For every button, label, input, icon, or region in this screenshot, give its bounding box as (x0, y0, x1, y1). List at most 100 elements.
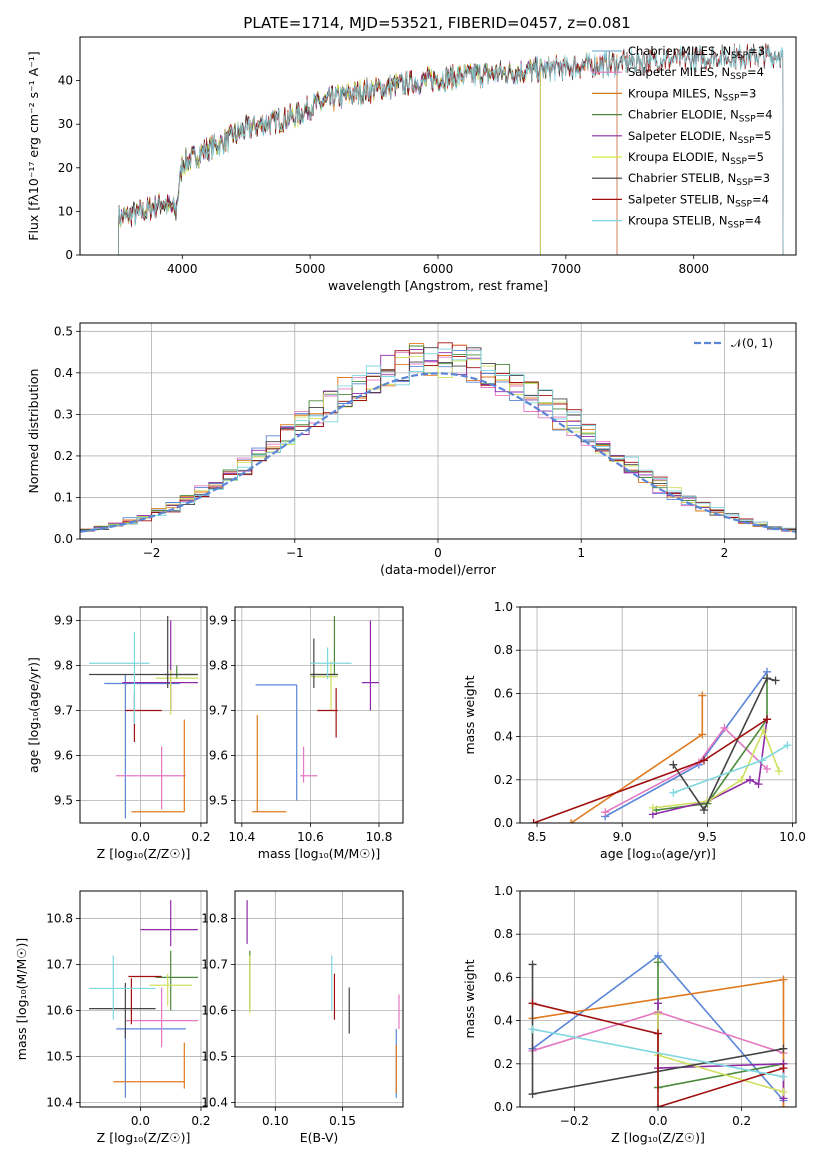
massweight-vs-age-marker (720, 723, 729, 732)
legend-label: Chabrier STELIB, N (628, 171, 736, 185)
mass-vs-EBV-panel: 0.10 0.15 10.4 10.5 10.6 10.7 10.8 E(B-V) (201, 890, 404, 1145)
mass-vs-EBV-plot-area (246, 900, 400, 1098)
age-vs-Z-point-0 (104, 674, 180, 819)
legend-label: Salpeter STELIB, N (628, 192, 735, 206)
mass-vs-Z-xlabel: Z [log₁₀(Z/Z☉)] (97, 1130, 191, 1145)
mass-vs-EBV-xtick-label: 0.10 (262, 1114, 289, 1128)
residuals-xtick-label: 0 (434, 546, 442, 560)
mass-vs-Z-point-1 (125, 987, 198, 1048)
residuals-plot-area (80, 342, 796, 539)
legend-label: Kroupa STELIB, N (628, 214, 728, 228)
massweight-vs-age-marker (763, 765, 772, 773)
residuals-ylabel: Normed distribution (26, 369, 41, 494)
legend-suffix: =4 (747, 65, 764, 79)
age-vs-Z-point-5 (155, 670, 198, 715)
age-vs-Z-point-7 (125, 692, 162, 742)
spectrum-xlabel: wavelength [Angstrom, rest frame] (328, 278, 548, 293)
age-vs-mass-point-1 (300, 746, 318, 783)
massweight-vs-Z-xtick-label: −0.2 (560, 1114, 589, 1128)
massweight-vs-Z-marker (654, 1010, 662, 1019)
massweight-vs-Z-marker (654, 1029, 662, 1038)
massweight-vs-Z-ytick-label: 0.8 (494, 927, 513, 941)
figure-title: PLATE=1714, MJD=53521, FIBERID=0457, z=0… (243, 14, 630, 32)
mass-vs-Z-point-4 (140, 900, 198, 947)
mass-vs-Z-point-6 (89, 982, 156, 1039)
legend-label: Chabrier MILES, N (628, 44, 731, 58)
massweight-vs-age-xtick-label: 10.0 (779, 830, 806, 844)
residuals-ytick-label: 0.3 (54, 407, 73, 421)
age-vs-Z-frame (79, 606, 208, 824)
massweight-vs-age-ytick-label: 0.2 (494, 773, 513, 787)
age-vs-Z-xtick-label: 0.0 (131, 830, 150, 844)
age-vs-Z-ylabel: age [log₁₀(age/yr)] (26, 657, 41, 773)
massweight-vs-age-ytick-label: 0.0 (494, 816, 513, 830)
legend-suffix: =5 (755, 129, 772, 143)
age-vs-Z-point-3 (164, 665, 198, 679)
age-vs-mass-point-7 (317, 688, 338, 738)
massweight-vs-Z-marker (654, 958, 662, 967)
massweight-vs-age-ytick-label: 0.8 (494, 643, 513, 657)
massweight-vs-Z-plot-area (528, 951, 788, 1107)
age-vs-Z-point-8 (89, 631, 150, 724)
spectrum-plot-area (118, 43, 784, 255)
mass-vs-EBV-xtick-label: 0.15 (329, 1114, 356, 1128)
age-vs-mass-ytick-label: 9.9 (209, 614, 228, 628)
massweight-vs-Z-marker (779, 1044, 788, 1053)
spectrum-xtick-label: 5000 (295, 262, 326, 276)
mass-vs-Z-xtick-label: 0.2 (191, 1114, 210, 1128)
massweight-vs-Z-marker (528, 999, 537, 1008)
spectrum-legend-entry: Chabrier ELODIE, NSSP=4 (628, 108, 773, 125)
age-vs-Z-ytick-label: 9.5 (54, 794, 73, 808)
mass-vs-Z-point-3 (155, 950, 198, 1011)
age-vs-mass-frame (234, 606, 404, 824)
mass-vs-Z-ytick-label: 10.6 (46, 1003, 73, 1017)
mass-vs-Z-panel: 0.0 0.2 10.4 10.5 10.6 10.7 10.8 Z [log₁₀(Z/Z☉)… (14, 890, 210, 1145)
age-vs-mass-xlabel: mass [log₁₀(M/M☉)] (258, 846, 380, 861)
age-vs-Z-point-2 (131, 719, 185, 813)
massweight-vs-Z-marker (779, 1103, 788, 1107)
age-vs-Z-point-6 (89, 616, 198, 688)
massweight-vs-Z-series-7 (532, 1002, 784, 1107)
spectrum-ytick-label: 10 (58, 204, 73, 218)
massweight-vs-Z-ytick-label: 0.6 (494, 970, 513, 984)
legend-suffix: =4 (752, 192, 769, 206)
massweight-vs-Z-xtick-label: 0.2 (732, 1114, 751, 1128)
age-vs-mass-panel: 10.4 10.6 10.8 9.5 9.6 9.7 9.8 9.9 mass [log₁₀(M… (209, 606, 404, 861)
age-vs-mass-point-0 (255, 684, 298, 801)
massweight-vs-Z-marker (528, 1090, 537, 1099)
residuals-ytick-label: 0.4 (54, 366, 73, 380)
massweight-vs-age-marker (774, 767, 783, 776)
legend-suffix: =3 (748, 44, 765, 58)
massweight-vs-Z-ytick-label: 0.0 (494, 1100, 513, 1114)
legend-subscript: SSP (731, 51, 748, 61)
massweight-vs-Z-marker (654, 1103, 662, 1107)
spectrum-xtick-label: 8000 (678, 262, 709, 276)
age-vs-mass-xtick-label: 10.4 (228, 830, 255, 844)
age-vs-mass-ytick-label: 9.6 (209, 749, 228, 763)
legend-subscript: SSP (738, 136, 755, 146)
massweight-vs-Z-series-5 (657, 1014, 784, 1093)
residuals-xtick-label: 1 (577, 546, 585, 560)
massweight-vs-age-panel: 8.5 9.0 9.5 10.0 0.0 0.2 0.4 0.6 0.8 1.0 age [log₁… (462, 600, 806, 861)
massweight-vs-Z-marker (779, 1072, 788, 1081)
mass-vs-Z-point-7 (128, 975, 162, 1025)
massweight-vs-Z-series-8 (532, 1028, 784, 1078)
spectrum-ytick-label: 40 (58, 74, 73, 88)
age-vs-Z-ytick-label: 9.6 (54, 749, 73, 763)
normal-legend-label: 𝒩(0, 1) (731, 336, 773, 350)
age-vs-mass-point-5 (310, 661, 338, 711)
residual-histogram-8 (80, 348, 796, 539)
mass-vs-Z-ytick-label: 10.7 (46, 958, 73, 972)
massweight-vs-Z-marker (528, 1025, 537, 1034)
residuals-xtick-label: 2 (721, 546, 729, 560)
massweight-vs-age-frame (519, 606, 797, 824)
age-vs-mass-ytick-label: 9.8 (209, 659, 228, 673)
age-vs-Z-ytick-label: 9.9 (54, 614, 73, 628)
legend-subscript: SSP (728, 221, 745, 231)
massweight-vs-age-xlabel: age [log₁₀(age/yr)] (600, 846, 716, 861)
normal-curve (80, 372, 796, 533)
residuals-ytick-label: 0.1 (54, 490, 73, 504)
spectrum-series-8 (118, 44, 784, 255)
massweight-vs-age-marker (648, 803, 657, 812)
age-vs-Z-panel: 0.0 0.2 9.5 9.6 9.7 9.8 9.9 Z [log₁₀(Z/Z☉)] age … (26, 606, 210, 861)
